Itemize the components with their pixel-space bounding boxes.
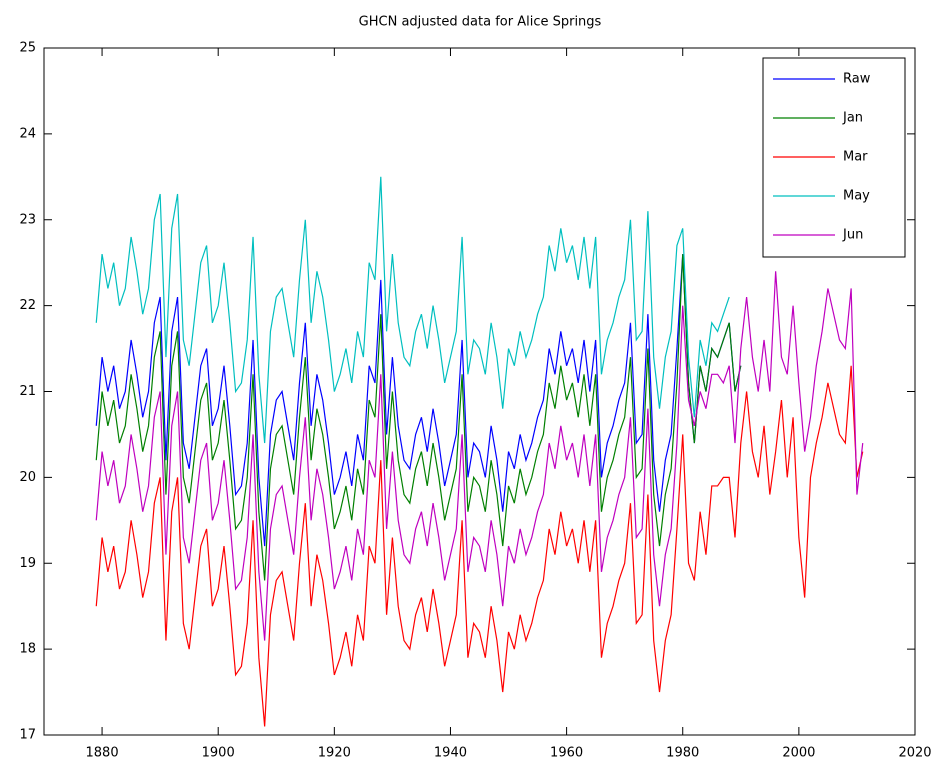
series-line xyxy=(95,176,730,444)
series-line xyxy=(95,365,864,727)
y-tick-label: 25 xyxy=(19,41,36,56)
chart-title: GHCN adjusted data for Alice Springs xyxy=(359,15,602,30)
y-tick-label: 17 xyxy=(19,728,36,743)
x-tick-label: 2000 xyxy=(782,746,815,761)
legend-label: Jan xyxy=(842,111,863,126)
y-tick-label: 20 xyxy=(19,470,36,485)
legend-label: Jun xyxy=(842,228,863,243)
x-tick-label: 1980 xyxy=(666,746,699,761)
y-tick-label: 18 xyxy=(19,642,36,657)
y-tick-label: 19 xyxy=(19,556,36,571)
y-tick-label: 21 xyxy=(19,384,36,399)
x-tick-label: 1920 xyxy=(318,746,351,761)
x-tick-label: 1940 xyxy=(434,746,467,761)
y-tick-label: 22 xyxy=(19,298,36,313)
legend-label: May xyxy=(843,189,870,204)
y-tick-label: 23 xyxy=(19,212,36,227)
legend-label: Raw xyxy=(843,72,871,87)
x-tick-label: 1900 xyxy=(202,746,235,761)
series-line xyxy=(95,271,864,641)
legend-label: Mar xyxy=(843,150,868,165)
series-line xyxy=(95,254,742,581)
x-tick-label: 1960 xyxy=(550,746,583,761)
series-line xyxy=(95,254,742,547)
x-tick-label: 2020 xyxy=(898,746,931,761)
x-tick-label: 1880 xyxy=(86,746,119,761)
y-tick-label: 24 xyxy=(19,126,36,141)
